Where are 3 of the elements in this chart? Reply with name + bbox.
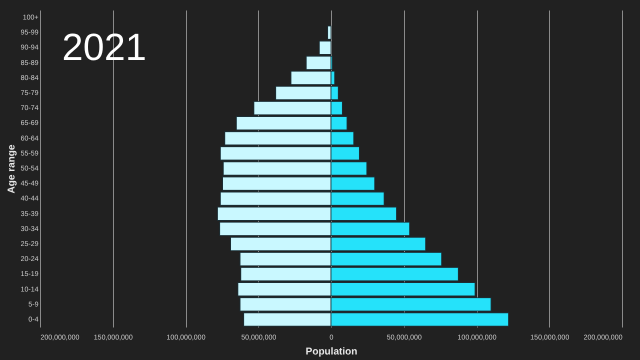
y-axis-title: Age range: [6, 144, 18, 194]
annotation: 2021: [62, 27, 147, 69]
x-axis-title: Population: [306, 346, 358, 358]
